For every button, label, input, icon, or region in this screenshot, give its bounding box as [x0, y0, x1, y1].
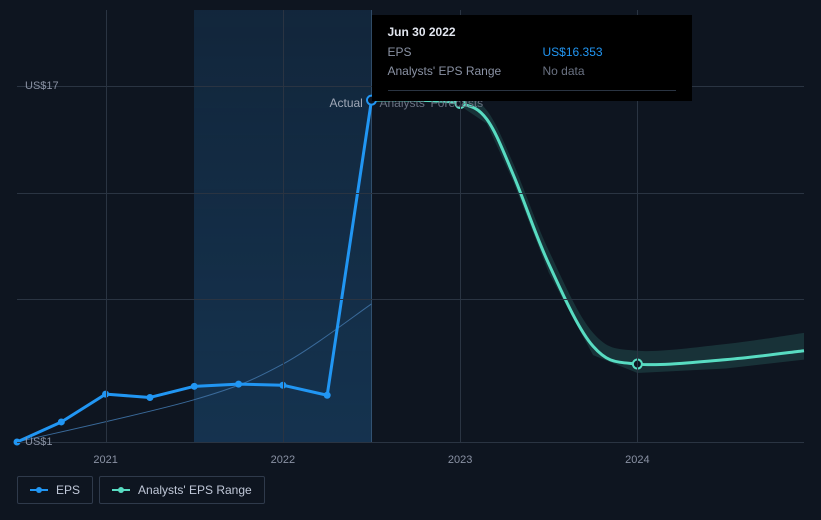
gridline-h: [17, 299, 804, 300]
y-axis-label: US$17: [25, 80, 59, 92]
x-axis-label: 2024: [625, 454, 649, 466]
eps-marker: [191, 383, 198, 390]
legend-dot: [118, 487, 124, 493]
x-axis-label: 2022: [271, 454, 295, 466]
eps-marker: [324, 392, 331, 399]
tooltip: Jun 30 2022 EPSUS$16.353Analysts' EPS Ra…: [372, 15, 692, 101]
gridline-v: [106, 10, 107, 442]
forecast-range-fill: [372, 96, 804, 373]
eps-line: [17, 100, 372, 442]
legend-bullet: [112, 489, 130, 491]
legend: EPS Analysts' EPS Range: [17, 476, 265, 504]
guide-line: [17, 304, 372, 442]
x-axis-label: 2021: [93, 454, 117, 466]
tooltip-rule: [388, 90, 676, 91]
x-axis-label: 2023: [448, 454, 472, 466]
legend-label: Analysts' EPS Range: [138, 483, 252, 497]
tooltip-value: No data: [543, 62, 585, 81]
tooltip-value: US$16.353: [543, 43, 603, 62]
legend-item-forecast[interactable]: Analysts' EPS Range: [99, 476, 265, 504]
gridline-v: [283, 10, 284, 442]
legend-item-eps[interactable]: EPS: [17, 476, 93, 504]
eps-marker: [58, 418, 65, 425]
actual-label: Actual: [330, 96, 363, 110]
legend-label: EPS: [56, 483, 80, 497]
gridline-h: [17, 193, 804, 194]
y-axis-label: US$1: [25, 436, 53, 448]
tooltip-key: EPS: [388, 43, 503, 62]
tooltip-row: EPS US$16.353: [388, 43, 676, 62]
tooltip-key: Analysts' EPS Range: [388, 62, 503, 81]
forecast-line: [372, 100, 804, 365]
legend-bullet: [30, 489, 48, 491]
gridline-h: [17, 442, 804, 443]
tooltip-rows: EPS US$16.353 Analysts' EPS Range No data: [388, 43, 676, 81]
tooltip-row: Analysts' EPS Range No data: [388, 62, 676, 81]
legend-dot: [36, 487, 42, 493]
eps-marker: [146, 394, 153, 401]
tooltip-title: Jun 30 2022: [388, 25, 676, 39]
eps-marker: [235, 381, 242, 388]
